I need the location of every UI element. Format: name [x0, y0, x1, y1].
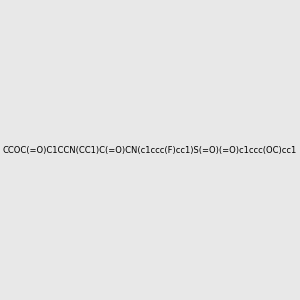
- Text: CCOC(=O)C1CCN(CC1)C(=O)CN(c1ccc(F)cc1)S(=O)(=O)c1ccc(OC)cc1: CCOC(=O)C1CCN(CC1)C(=O)CN(c1ccc(F)cc1)S(…: [3, 146, 297, 154]
